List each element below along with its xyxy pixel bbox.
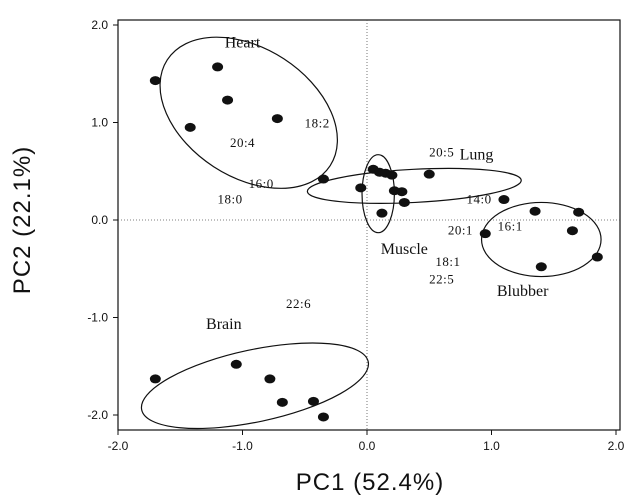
plot-frame-layer: [117, 19, 621, 431]
point-blubber: [529, 206, 541, 216]
y-tick-label: 2.0: [91, 18, 108, 32]
ellipse-muscle: [361, 154, 395, 234]
x-tick-label: 1.0: [483, 439, 500, 453]
point-lung: [317, 174, 329, 184]
point-layer: [149, 62, 603, 422]
ellipse-layer: [140, 36, 602, 430]
group-label-lung: Lung: [460, 147, 494, 164]
point-heart: [184, 122, 196, 132]
y-axis-title: PC2 (22.1%): [9, 146, 36, 294]
point-blubber: [479, 229, 491, 239]
fatty-acid-label: 22:5: [429, 271, 454, 286]
point-heart: [149, 76, 161, 86]
fatty-acid-label: 22:6: [286, 296, 311, 311]
point-brain: [307, 396, 319, 406]
point-muscle: [355, 183, 367, 193]
fatty-acid-label: 18:2: [305, 115, 330, 130]
point-heart: [212, 62, 224, 72]
point-muscle: [376, 208, 388, 218]
group-label-blubber: Blubber: [497, 283, 549, 300]
group-label-brain: Brain: [206, 316, 242, 333]
y-tick-label: -1.0: [87, 311, 108, 325]
x-axis-title: PC1 (52.4%): [296, 469, 444, 496]
point-brain: [149, 374, 161, 384]
fatty-acid-label: 18:0: [217, 191, 242, 206]
y-tick-label: 0.0: [91, 213, 108, 227]
group-label-muscle: Muscle: [381, 241, 428, 258]
point-brain: [276, 397, 288, 407]
point-brain: [317, 412, 329, 422]
point-blubber: [566, 226, 578, 236]
y-tick-label: -2.0: [87, 408, 108, 422]
x-tick-label: -2.0: [108, 439, 129, 453]
point-lung: [498, 195, 510, 205]
fatty-acid-label: 20:1: [448, 223, 473, 238]
point-lung: [423, 169, 435, 179]
point-brain: [230, 359, 242, 369]
x-tick-label: 2.0: [608, 439, 625, 453]
fatty-acid-label: 16:0: [249, 176, 274, 191]
label-layer: Heart Lung Muscle Blubber Brain 18:2 20:4 16:0 1…: [206, 34, 549, 333]
point-blubber: [573, 207, 585, 217]
y-tick-label: 1.0: [91, 116, 108, 130]
point-heart: [222, 95, 234, 105]
point-muscle: [398, 197, 410, 207]
ellipse-blubber: [480, 201, 602, 278]
x-tick-label: 0.0: [359, 439, 376, 453]
x-tick-label: -1.0: [232, 439, 253, 453]
fatty-acid-label: 14:0: [466, 191, 491, 206]
fatty-acid-label: 18:1: [435, 254, 460, 269]
point-blubber: [535, 262, 547, 272]
plot-border: [117, 19, 621, 431]
ellipse-brain: [140, 342, 370, 430]
ellipse-lung: [306, 167, 522, 204]
ellipse-heart: [159, 36, 338, 189]
fatty-acid-label: 20:4: [230, 135, 255, 150]
tick-layer: -2.0 -1.0 0.0 1.0 2.0 2.0 1.0 0.0 -1.0 -2.0: [87, 18, 624, 453]
fatty-acid-label: 16:1: [498, 219, 523, 234]
point-heart: [271, 114, 283, 124]
point-blubber: [591, 252, 603, 262]
point-brain: [264, 374, 276, 384]
point-muscle: [386, 170, 398, 180]
point-muscle: [396, 187, 408, 197]
group-label-heart: Heart: [225, 34, 261, 51]
fatty-acid-label: 20:5: [429, 145, 454, 160]
